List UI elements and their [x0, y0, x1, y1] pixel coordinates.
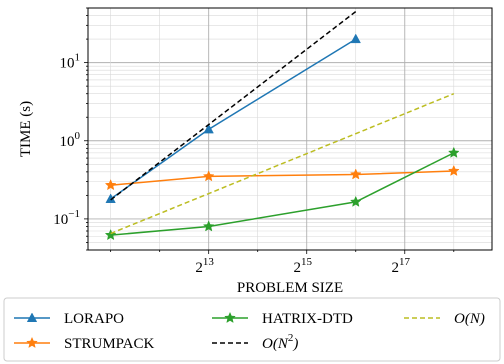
legend-label: STRUMPACK: [64, 336, 154, 352]
data-point: [349, 168, 362, 180]
series-2: [104, 146, 460, 241]
x-tick-label: 213: [195, 256, 214, 276]
y-tick-label: 101: [60, 52, 81, 72]
legend-marker: [224, 311, 236, 323]
series-line: [110, 10, 357, 201]
grid: [88, 7, 492, 251]
data-point: [349, 195, 362, 207]
legend-marker: [26, 312, 38, 322]
legend-label: O(N): [454, 311, 485, 327]
legend-item: O(N): [404, 311, 485, 327]
series-0: [105, 33, 361, 203]
legend-item: HATRIX-DTD: [212, 311, 353, 327]
data-point: [202, 220, 215, 232]
legend-box: [3, 297, 501, 362]
data-point: [447, 164, 460, 176]
legend-item: LORAPO: [14, 311, 124, 327]
x-tick-label: 215: [293, 256, 312, 276]
data-point: [202, 170, 215, 182]
ticks: 213 215 217 10−1 100 101: [53, 7, 455, 276]
series-3: [110, 10, 357, 201]
series-line: [110, 152, 455, 236]
legend-label: HATRIX-DTD: [262, 311, 353, 327]
data-point: [104, 179, 117, 191]
series-4: [110, 93, 455, 235]
legend-marker: [26, 336, 38, 348]
data-point: [447, 146, 460, 158]
plot-frame: [87, 7, 493, 251]
y-tick-label: 100: [60, 130, 81, 150]
series-layer: [104, 10, 460, 241]
y-axis-label: TIME (s): [18, 101, 34, 157]
legend-item: O(N2): [212, 332, 298, 352]
series-line: [110, 170, 454, 186]
y-tick-label: 10−1: [53, 208, 80, 228]
x-axis-label: PROBLEM SIZE: [237, 280, 343, 296]
legend: LORAPO STRUMPACK HATRIX-DTD O(N2) O(N): [3, 297, 501, 362]
legend-item: STRUMPACK: [14, 336, 154, 352]
data-point: [203, 123, 214, 134]
data-point: [104, 228, 117, 241]
data-point: [350, 33, 361, 44]
series-line: [110, 93, 455, 235]
legend-label: LORAPO: [64, 311, 124, 327]
legend-label: O(N2): [262, 332, 298, 352]
series-1: [104, 164, 460, 191]
x-tick-label: 217: [392, 256, 411, 276]
